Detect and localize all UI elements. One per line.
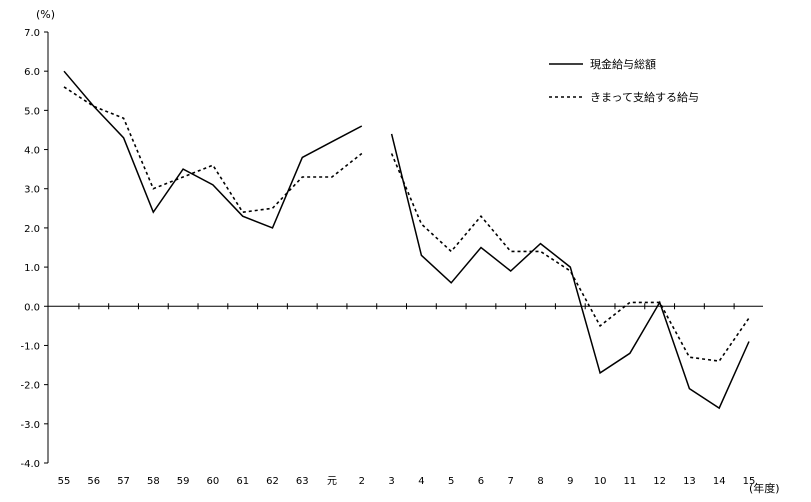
y-axis-ticks: 7.0 6.0 5.0 4.0 3.0 2.0 1.0 0.0 -1.0 -2.0 -3.0 -4.0 xyxy=(20,28,48,470)
y-tick-label: -3.0 xyxy=(20,420,40,431)
y-tick-label: -1.0 xyxy=(20,341,40,352)
x-tick-label: 8 xyxy=(537,476,543,487)
x-tick-label: 63 xyxy=(296,476,309,487)
series-line-1-segment-2 xyxy=(390,133,750,410)
series-lines xyxy=(63,70,750,410)
x-tick-label: 58 xyxy=(147,476,160,487)
y-tick-label: 7.0 xyxy=(24,28,40,39)
y-tick-label: -4.0 xyxy=(20,459,40,470)
axes xyxy=(47,32,763,463)
x-tick-label: 3 xyxy=(388,476,394,487)
x-tick-label: 9 xyxy=(567,476,573,487)
series-line-2-segment-2 xyxy=(390,153,750,362)
x-tick-label: 59 xyxy=(177,476,190,487)
y-tick-label: 1.0 xyxy=(24,263,40,274)
x-tick-label: 10 xyxy=(594,476,607,487)
series-line-2-segment-1 xyxy=(63,86,363,214)
legend-label-2: きまって支給する給与 xyxy=(590,90,699,104)
x-tick-label: 6 xyxy=(478,476,484,487)
y-tick-label: 6.0 xyxy=(24,67,40,78)
x-tick-label: 7 xyxy=(508,476,514,487)
x-tick-label: 5 xyxy=(448,476,454,487)
y-tick-label: 3.0 xyxy=(24,185,40,196)
x-tick-label: 56 xyxy=(87,476,100,487)
x-tick-label: 15 xyxy=(743,476,756,487)
x-tick-label: 57 xyxy=(117,476,130,487)
x-tick-label: 55 xyxy=(58,476,71,487)
y-axis-unit-label: (%) xyxy=(36,8,55,21)
y-tick-label: 5.0 xyxy=(24,106,40,117)
x-tick-label: 62 xyxy=(266,476,279,487)
x-tick-label: 14 xyxy=(713,476,726,487)
y-tick-label: -2.0 xyxy=(20,381,40,392)
y-tick-label: 0.0 xyxy=(24,302,40,313)
x-tick-label: 2 xyxy=(359,476,365,487)
x-tick-label: 12 xyxy=(653,476,666,487)
x-tick-label: 60 xyxy=(207,476,220,487)
x-tick-label: 元 xyxy=(327,476,337,487)
x-axis-unit-label: (年度) xyxy=(749,481,780,495)
x-tick-label: 11 xyxy=(624,476,637,487)
x-tick-label: 4 xyxy=(418,476,424,487)
legend-label-1: 現金給与総額 xyxy=(590,57,656,71)
x-axis-ticks: 55 56 57 58 59 60 61 62 63 元 2 3 4 5 6 7 8 9 10 11 12 13 14 15 xyxy=(58,303,756,487)
y-tick-label: 2.0 xyxy=(24,224,40,235)
series-line-1-segment-1 xyxy=(63,70,363,229)
x-tick-label: 13 xyxy=(683,476,696,487)
y-tick-label: 4.0 xyxy=(24,146,40,157)
x-tick-label: 61 xyxy=(236,476,249,487)
